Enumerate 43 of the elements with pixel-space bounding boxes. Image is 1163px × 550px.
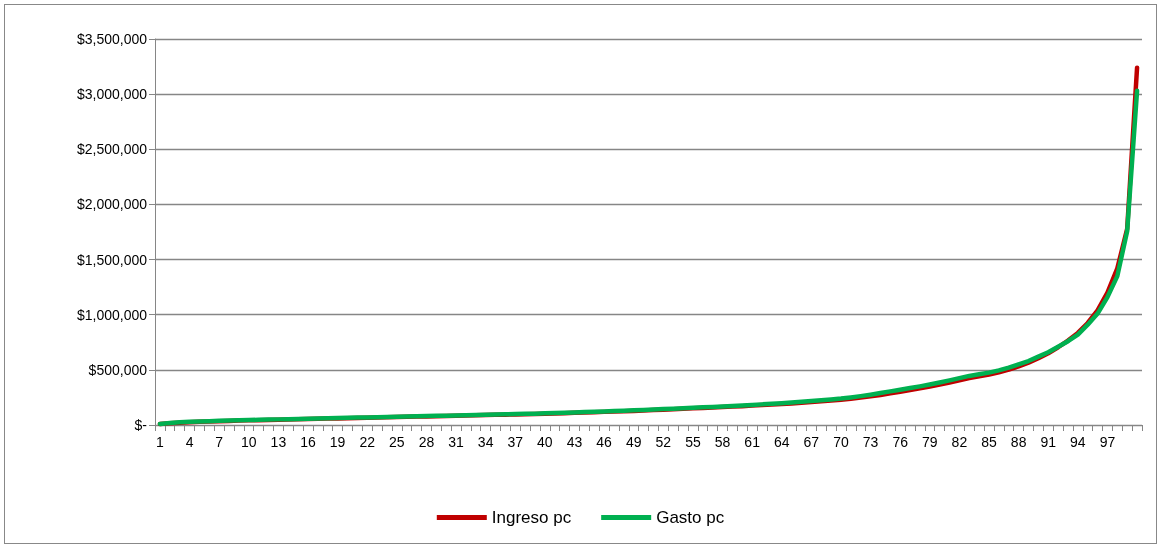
x-tick-label: 52	[655, 434, 672, 450]
x-tick-label: 82	[951, 434, 968, 450]
x-tick-label: 4	[185, 434, 194, 450]
x-tick-label: 10	[240, 434, 257, 450]
x-tick-label: 88	[1010, 434, 1027, 450]
x-tick-label: 76	[892, 434, 909, 450]
x-tick-label: 46	[596, 434, 613, 450]
x-tick-label: 85	[981, 434, 998, 450]
y-tick-label: $2,000,000	[76, 196, 148, 213]
x-tick-label: 91	[1040, 434, 1057, 450]
x-tick-label: 73	[862, 434, 879, 450]
x-tick-label: 19	[329, 434, 346, 450]
x-tick-label: 55	[685, 434, 701, 450]
y-tick-label: $3,000,000	[76, 86, 148, 103]
legend-label: Ingreso pc	[491, 508, 572, 527]
y-tick-label: $1,000,000	[76, 306, 148, 323]
x-tick-label: 97	[1099, 434, 1116, 450]
y-tick-label: $-	[134, 417, 148, 433]
y-tick-label: $3,500,000	[76, 31, 148, 47]
x-tick-label: 37	[507, 434, 524, 450]
x-tick-label: 16	[300, 434, 316, 450]
x-tick-label: 61	[744, 434, 761, 450]
x-tick-label: 58	[714, 434, 731, 450]
x-tick-label: 49	[625, 434, 642, 450]
y-tick-label: $500,000	[88, 361, 148, 378]
x-tick-label: 94	[1070, 434, 1086, 450]
x-tick-label: 70	[833, 434, 849, 450]
x-tick-label: 31	[448, 434, 465, 450]
x-tick-label: 25	[389, 434, 405, 450]
x-tick-label: 28	[418, 434, 435, 450]
x-tick-label: 22	[359, 434, 376, 450]
x-tick-label: 40	[537, 434, 553, 450]
x-tick-label: 43	[566, 434, 583, 450]
x-tick-label: 7	[215, 434, 224, 450]
x-tick-label: 34	[477, 434, 494, 450]
y-tick-label: $2,500,000	[76, 141, 148, 158]
x-tick-label: 79	[922, 434, 938, 450]
x-tick-label: 67	[803, 434, 820, 450]
y-tick-label: $1,500,000	[76, 251, 148, 268]
x-tick-label: 64	[773, 434, 790, 450]
x-tick-label: 1	[156, 434, 165, 450]
legend-label: Gasto pc	[656, 508, 725, 527]
x-tick-label: 13	[270, 434, 287, 450]
